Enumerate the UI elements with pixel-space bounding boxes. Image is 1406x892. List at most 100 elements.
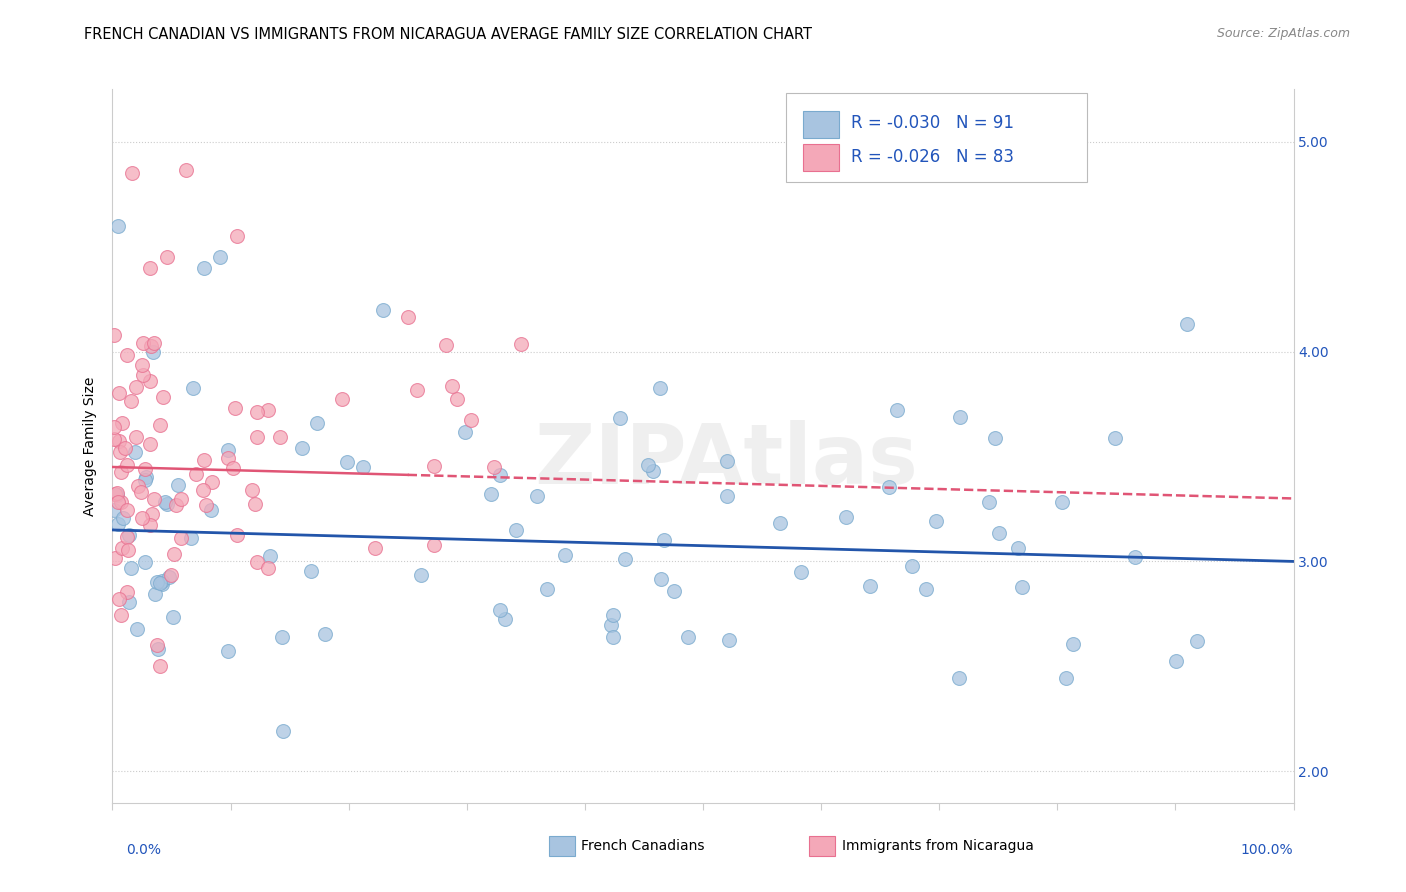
Point [124,444,146,458]
Point [256,561,278,575]
Point [305,416,328,430]
Point [134,555,156,569]
Point [162,610,184,624]
Point [977,494,1000,508]
Point [149,659,172,673]
Point [676,630,699,644]
Point [201,475,224,489]
Point [1164,654,1187,668]
Point [336,455,359,469]
Point [925,514,948,528]
Point [121,166,143,180]
Point [602,608,624,623]
Point [107,591,129,606]
Point [117,348,139,362]
Point [859,579,882,593]
Point [716,489,738,503]
Point [148,642,170,657]
Point [411,568,433,582]
Point [139,339,162,353]
Point [115,530,138,544]
Point [142,344,165,359]
Point [716,454,738,468]
Point [152,390,174,404]
Point [479,487,502,501]
Point [948,671,970,685]
Point [146,574,169,589]
Point [165,498,187,512]
Point [641,465,664,479]
Point [135,470,157,484]
Point [257,402,280,417]
Point [118,528,141,542]
Point [886,403,908,417]
Point [1175,317,1198,331]
Point [170,531,193,545]
Point [554,548,576,562]
Point [240,483,263,497]
Point [103,503,125,517]
Point [717,633,740,648]
Point [125,380,148,394]
Text: R = -0.030   N = 91: R = -0.030 N = 91 [851,114,1014,132]
Point [494,612,516,626]
Point [1062,637,1084,651]
Point [526,489,548,503]
Point [191,483,214,497]
Point [157,570,180,584]
Point [107,517,129,532]
Point [446,392,468,407]
Point [269,430,291,444]
Point [299,564,322,578]
Point [125,429,148,443]
Point [181,380,204,394]
Point [138,437,160,451]
Point [166,478,188,492]
Point [314,627,336,641]
Point [104,487,127,501]
Point [877,480,900,494]
Text: ZIPAtlas: ZIPAtlas [534,420,918,500]
Point [111,416,134,430]
Text: R = -0.026   N = 83: R = -0.026 N = 83 [851,148,1014,166]
Point [246,405,269,419]
Text: 0.0%: 0.0% [127,843,162,857]
Point [226,528,249,542]
Point [423,538,446,552]
Point [769,516,792,530]
Point [131,510,153,524]
Point [484,459,506,474]
FancyBboxPatch shape [803,145,839,171]
Point [156,497,179,511]
Point [193,453,215,467]
Point [200,503,222,517]
Point [163,548,186,562]
Point [105,488,128,502]
Point [1050,495,1073,509]
Point [460,413,482,427]
Point [291,442,314,456]
Point [110,466,132,480]
FancyBboxPatch shape [786,93,1087,182]
Y-axis label: Average Family Size: Average Family Size [83,376,97,516]
Point [143,336,166,351]
Text: Immigrants from Nicaragua: Immigrants from Nicaragua [842,838,1035,853]
Point [224,401,246,415]
Point [900,559,922,574]
Point [108,434,131,448]
Point [111,511,134,525]
Point [371,302,394,317]
Point [602,630,624,644]
Point [1104,431,1126,445]
Point [149,417,172,432]
Point [454,425,477,440]
Point [488,468,510,483]
Point [107,219,129,233]
Point [436,338,458,352]
Point [949,410,972,425]
Point [103,420,125,434]
Point [156,250,179,264]
Text: 100.0%: 100.0% [1241,843,1294,857]
Point [139,374,162,388]
Point [536,582,558,597]
